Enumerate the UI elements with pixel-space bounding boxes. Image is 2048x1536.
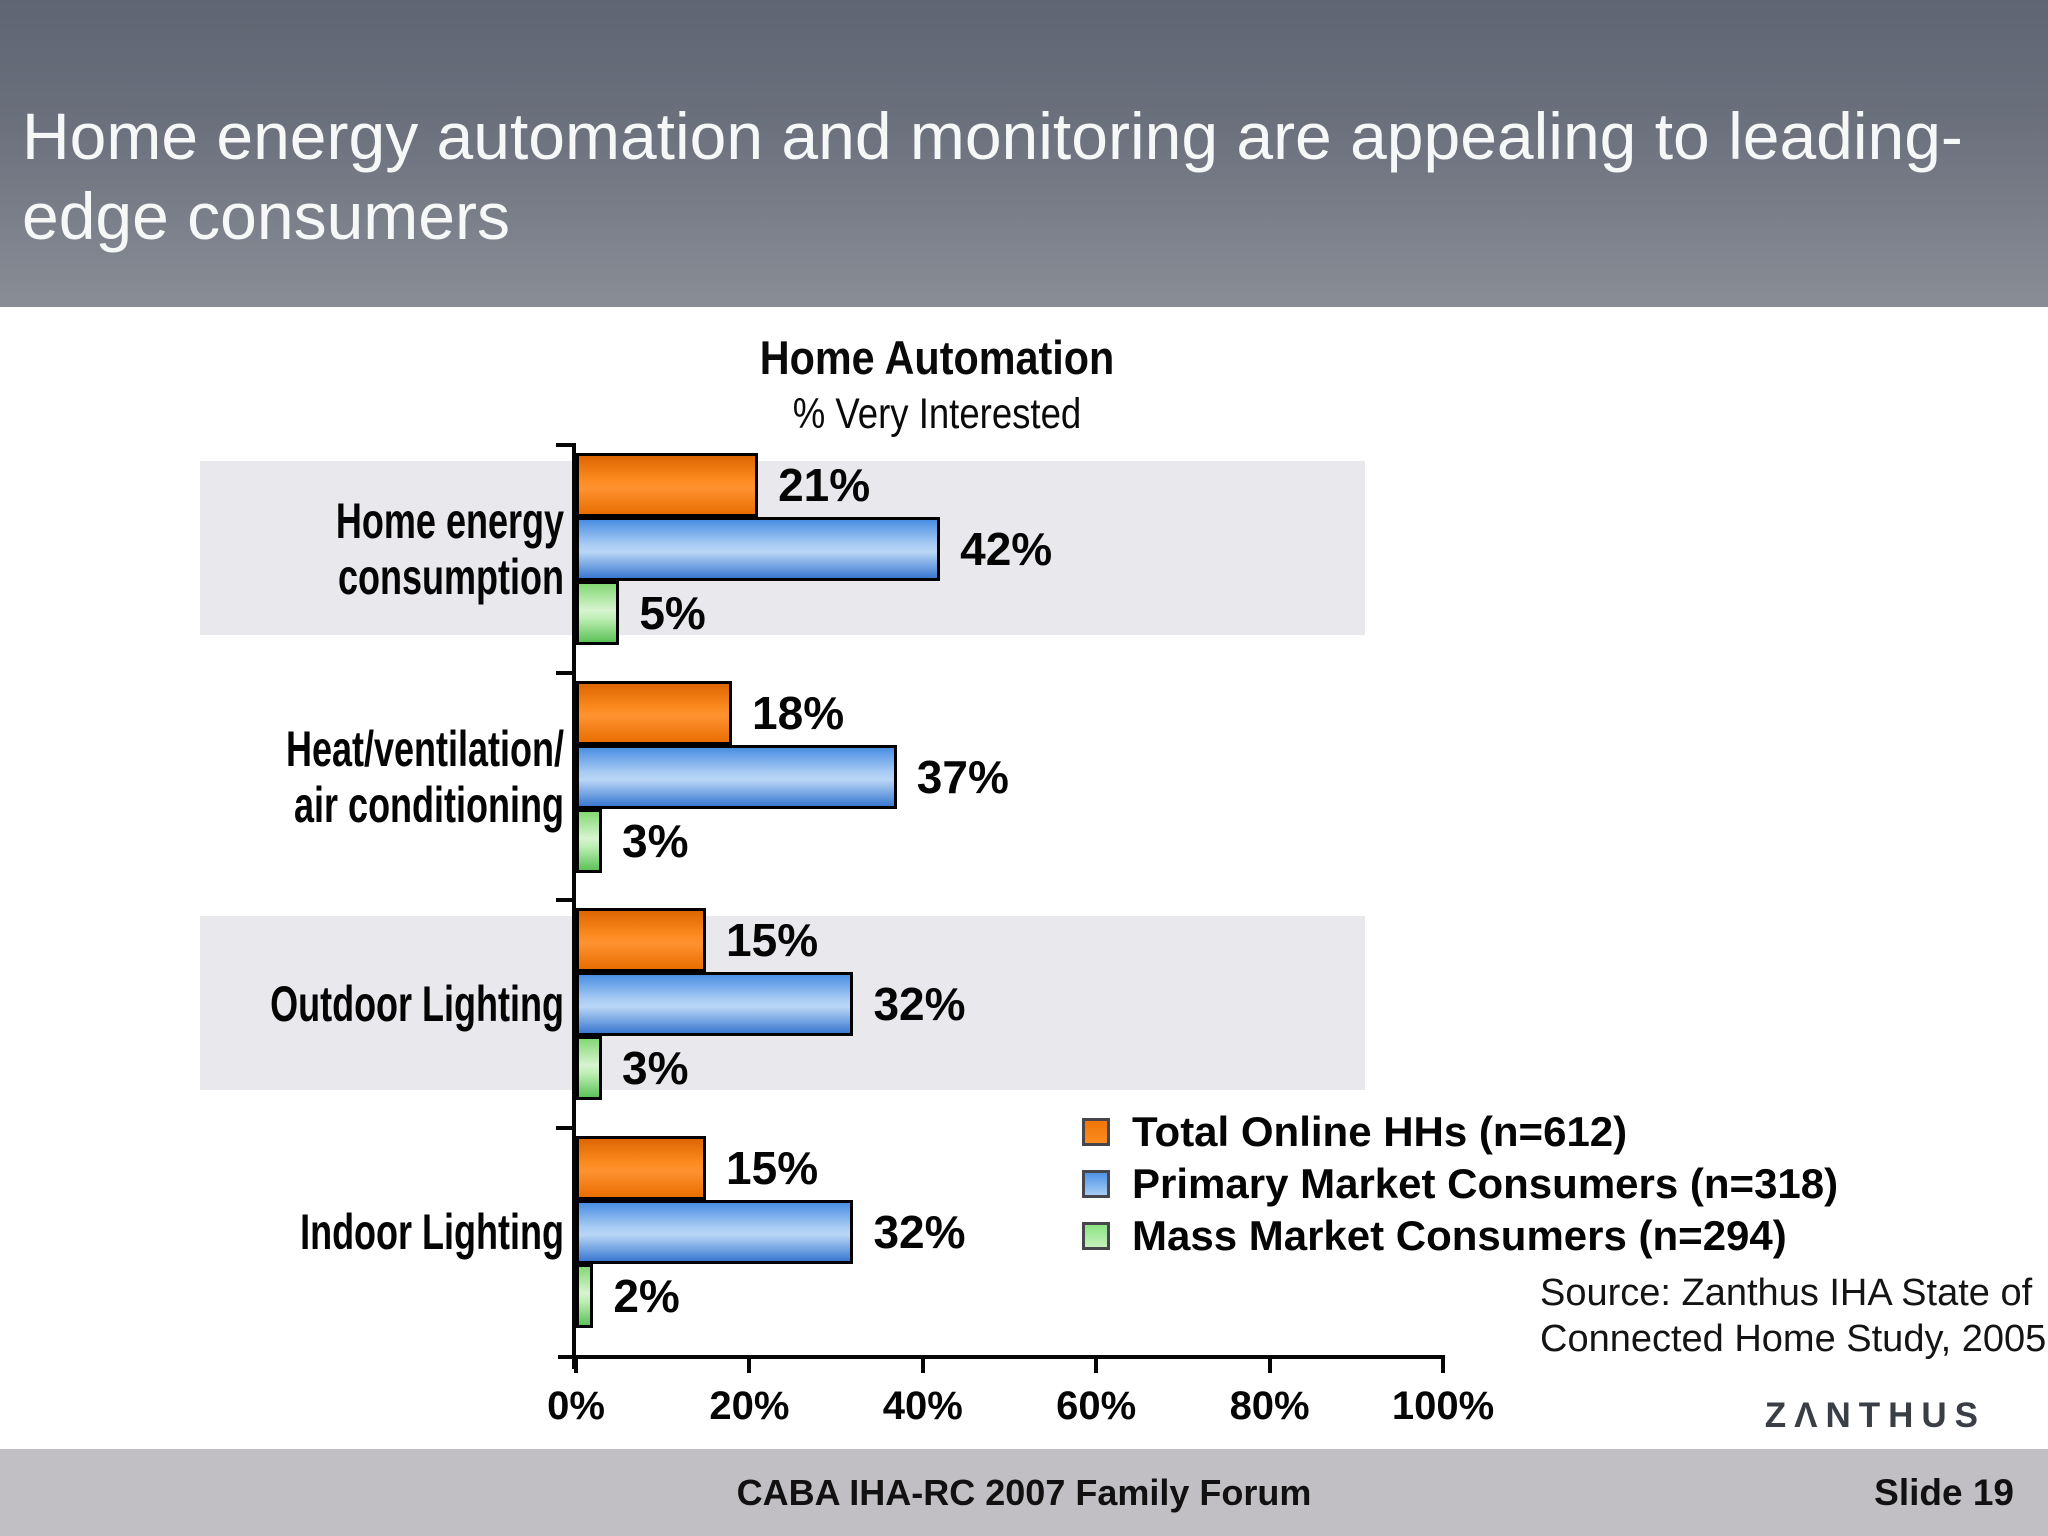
- y-axis-tick: [556, 670, 576, 675]
- x-axis-tick-label: 60%: [1056, 1384, 1137, 1428]
- category-label: Indoor Lighting: [262, 1204, 564, 1260]
- bar-outdoor-lighting-s0: [576, 908, 706, 972]
- legend-label: Mass Market Consumers (n=294): [1132, 1212, 1787, 1259]
- value-label: 42%: [960, 523, 1053, 575]
- bar-home-energy-consumption-s0: [576, 453, 758, 517]
- slide-title-line-1: Home energy automation and monitoring ar…: [22, 99, 1963, 173]
- legend-label: Total Online HHs (n=612): [1132, 1108, 1628, 1155]
- y-axis-tick: [556, 443, 576, 447]
- bar-outdoor-lighting-s1: [576, 972, 853, 1036]
- value-label: 15%: [726, 914, 819, 966]
- category-label: Heat/ventilation/air conditioning: [262, 721, 564, 833]
- x-axis-tick: [920, 1359, 925, 1373]
- slide-title-bar: Home energy automation and monitoring ar…: [0, 0, 2048, 307]
- x-axis-tick: [1094, 1359, 1099, 1373]
- legend-item-mass-market: Mass Market Consumers (n=294): [1082, 1210, 1838, 1262]
- value-label: 3%: [622, 1042, 689, 1094]
- bar-heat-ventilation-air-conditioning-s0: [576, 680, 732, 745]
- bar-indoor-lighting-s2: [576, 1263, 593, 1328]
- x-axis-tick-label: 0%: [547, 1384, 605, 1428]
- value-label: 32%: [873, 1205, 966, 1258]
- x-axis-tick: [747, 1359, 752, 1373]
- category-label-line: Outdoor Lighting: [270, 976, 564, 1032]
- bar-home-energy-consumption-s1: [576, 517, 940, 581]
- legend-label: Primary Market Consumers (n=318): [1132, 1160, 1839, 1207]
- value-label: 2%: [613, 1269, 680, 1322]
- x-axis-tick: [574, 1359, 578, 1373]
- x-axis-tick-label: 100%: [1391, 1384, 1495, 1428]
- legend-swatch-blue: [1082, 1170, 1110, 1198]
- value-label: 21%: [778, 459, 871, 511]
- category-label: Outdoor Lighting: [262, 976, 564, 1032]
- value-label: 37%: [916, 750, 1009, 803]
- slide-number: Slide 19: [1874, 1472, 2014, 1513]
- value-label: 3%: [622, 814, 689, 867]
- legend-swatch-green: [1082, 1222, 1110, 1250]
- y-axis-tick: [556, 1125, 576, 1130]
- x-axis-line: [558, 1355, 1445, 1359]
- chart-subtitle: % Very Interested: [792, 390, 1082, 438]
- zanthus-logo: ZΛNTHUS: [1764, 1396, 1986, 1435]
- x-axis-tick-label: 80%: [1229, 1384, 1310, 1428]
- slide-title-line-2: edge consumers: [22, 179, 510, 253]
- slide-title: Home energy automation and monitoring ar…: [22, 96, 2012, 256]
- category-label-line: Home energy: [335, 493, 564, 549]
- category-label-line: air conditioning: [294, 776, 564, 833]
- category-label-line: Indoor Lighting: [300, 1203, 564, 1260]
- bar-home-energy-consumption-s2: [576, 581, 619, 645]
- bar-indoor-lighting-s0: [576, 1135, 706, 1200]
- source-line-2: Connected Home Study, 2005: [1540, 1318, 2047, 1360]
- value-label: 5%: [639, 587, 706, 639]
- bar-indoor-lighting-s1: [576, 1199, 853, 1264]
- legend-item-total-online-hhs: Total Online HHs (n=612): [1082, 1106, 1838, 1158]
- category-label: Home energy consumption: [262, 493, 564, 605]
- source-line-1: Source: Zanthus IHA State of: [1540, 1272, 2033, 1314]
- value-label: 18%: [752, 686, 845, 739]
- legend-item-primary-market: Primary Market Consumers (n=318): [1082, 1158, 1838, 1210]
- legend: Total Online HHs (n=612) Primary Market …: [1082, 1106, 1838, 1262]
- x-axis-tick-label: 40%: [882, 1384, 963, 1428]
- footer-bar: CABA IHA-RC 2007 Family Forum Slide 19: [0, 1449, 2048, 1536]
- bar-heat-ventilation-air-conditioning-s1: [576, 744, 897, 809]
- source-note: Source: Zanthus IHA State of Connected H…: [1540, 1270, 2046, 1362]
- bar-heat-ventilation-air-conditioning-s2: [576, 808, 602, 873]
- category-label-line: consumption: [338, 549, 564, 605]
- footer-title: CABA IHA-RC 2007 Family Forum: [736, 1472, 1312, 1513]
- x-axis-tick-label: 20%: [709, 1384, 790, 1428]
- y-axis-line: [572, 443, 576, 1369]
- legend-swatch-orange: [1082, 1118, 1110, 1146]
- chart-title: Home Automation: [759, 331, 1115, 384]
- x-axis-tick: [1267, 1359, 1272, 1373]
- value-label: 15%: [726, 1141, 819, 1194]
- value-label: 32%: [873, 978, 966, 1030]
- category-label-line: Heat/ventilation/: [285, 720, 564, 777]
- bar-outdoor-lighting-s2: [576, 1036, 602, 1100]
- x-axis-tick: [1441, 1359, 1445, 1373]
- y-axis-tick: [556, 898, 576, 902]
